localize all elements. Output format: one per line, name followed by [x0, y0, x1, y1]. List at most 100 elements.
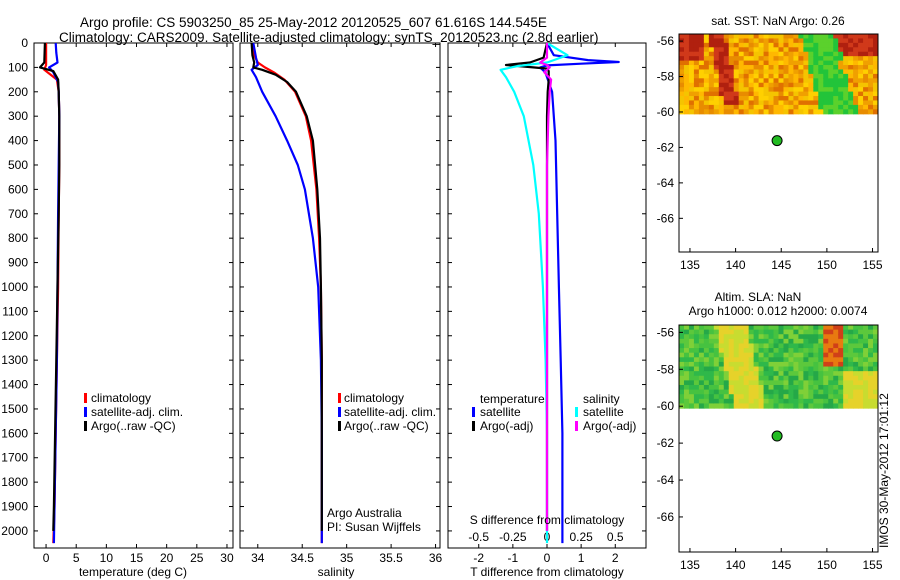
heatmap-cell: [798, 389, 804, 395]
heatmap-cell: [693, 366, 700, 372]
heatmap-cell: [813, 329, 819, 335]
heatmap-cell: [698, 371, 705, 377]
heatmap-cell: [683, 343, 690, 349]
heatmap-cell: [703, 47, 710, 53]
heatmap-cell: [843, 394, 849, 400]
heatmap-cell: [833, 389, 839, 395]
heatmap-cell: [688, 338, 695, 345]
heatmap-cell: [698, 87, 705, 93]
heatmap-cell: [738, 34, 745, 40]
heatmap-cell: [763, 338, 770, 345]
heatmap-cell: [813, 361, 819, 368]
heatmap-cell: [868, 329, 874, 335]
heatmap-cell: [728, 104, 735, 110]
heatmap-cell: [773, 352, 780, 358]
heatmap-cell: [723, 357, 730, 363]
heatmap-cell: [778, 96, 785, 102]
heatmap-cell: [688, 91, 695, 97]
heatmap-cell: [873, 65, 878, 71]
heatmap-cell: [818, 104, 824, 110]
heatmap-cell: [723, 329, 730, 335]
heatmap-cell: [843, 384, 849, 391]
heatmap-cell: [758, 403, 765, 409]
heatmap-cell: [693, 325, 700, 331]
heatmap-cell: [798, 384, 804, 391]
heatmap-cell: [838, 87, 844, 93]
heatmap-cell: [833, 338, 839, 345]
heatmap-cell: [708, 34, 715, 40]
heatmap-cell: [763, 361, 770, 368]
heatmap-cell: [803, 371, 809, 377]
heatmap-cell: [683, 100, 690, 106]
heatmap-cell: [718, 56, 725, 62]
heatmap-cell: [713, 334, 720, 340]
heatmap-cell: [728, 109, 735, 115]
heatmap-cell: [788, 109, 795, 115]
heatmap-cell: [868, 96, 874, 102]
series-line-satellite: [499, 43, 569, 544]
heatmap-cell: [763, 398, 770, 405]
heatmap-cell: [843, 329, 849, 335]
heatmap-cell: [713, 56, 720, 62]
heatmap-cell: [713, 325, 720, 331]
heatmap-cell: [693, 403, 700, 409]
heatmap-cell: [758, 338, 765, 345]
heatmap-cell: [679, 325, 685, 331]
heatmap-cell: [743, 69, 750, 75]
heatmap-cell: [718, 73, 725, 79]
heatmap-cell: [863, 42, 869, 48]
heatmap-cell: [808, 34, 814, 40]
heatmap-cell: [718, 96, 725, 102]
heatmap-cell: [693, 357, 700, 363]
heatmap-cell: [738, 51, 745, 57]
heatmap-cell: [723, 389, 730, 395]
heatmap-cell: [733, 91, 740, 97]
heatmap-cell: [853, 357, 859, 363]
heatmap-cell: [853, 56, 859, 62]
heatmap-cell: [868, 51, 874, 57]
heatmap-cell: [688, 384, 695, 391]
heatmap-cell: [768, 403, 775, 409]
heatmap-cell: [783, 403, 790, 409]
heatmap-cell: [863, 100, 869, 106]
heatmap-cell: [788, 96, 795, 102]
heatmap-cell: [803, 334, 809, 340]
heatmap-cell: [708, 398, 715, 405]
heatmap-cell: [698, 56, 705, 62]
depth-tick-label: 500: [8, 158, 28, 172]
heatmap-cell: [723, 398, 730, 405]
heatmap-cell: [858, 51, 864, 57]
heatmap-cell: [758, 47, 765, 53]
heatmap-cell: [718, 91, 725, 97]
heatmap-cell: [728, 371, 735, 377]
heatmap-cell: [753, 100, 760, 106]
heatmap-cell: [768, 329, 775, 335]
heatmap-cell: [698, 100, 705, 106]
heatmap-cell: [833, 96, 839, 102]
heatmap-cell: [828, 60, 834, 66]
heatmap-cell: [723, 375, 730, 381]
heatmap-cell: [708, 60, 715, 66]
heatmap-cell: [828, 384, 834, 391]
heatmap-cell: [813, 91, 819, 97]
heatmap-cell: [773, 78, 780, 84]
temperature-xlabel: temperature (deg C): [79, 565, 187, 579]
heatmap-cell: [848, 389, 854, 395]
heatmap-cell: [748, 56, 755, 62]
heatmap-cell: [738, 47, 745, 53]
s-tick-label: -0.5: [468, 530, 489, 544]
heatmap-cell: [743, 338, 750, 345]
heatmap-cell: [733, 329, 740, 335]
heatmap-cell: [848, 104, 854, 110]
heatmap-cell: [778, 109, 785, 115]
heatmap-cell: [748, 38, 755, 44]
heatmap-cell: [679, 91, 685, 97]
sla-map-title-line1: Altim. SLA: NaN: [715, 290, 802, 304]
heatmap-cell: [693, 398, 700, 405]
heatmap-cell: [793, 371, 799, 377]
heatmap-cell: [793, 334, 799, 340]
argo-float-marker: [771, 430, 783, 442]
legend-label-climatology: climatology: [344, 391, 404, 405]
heatmap-cell: [713, 375, 720, 381]
heatmap-cell: [788, 366, 795, 372]
